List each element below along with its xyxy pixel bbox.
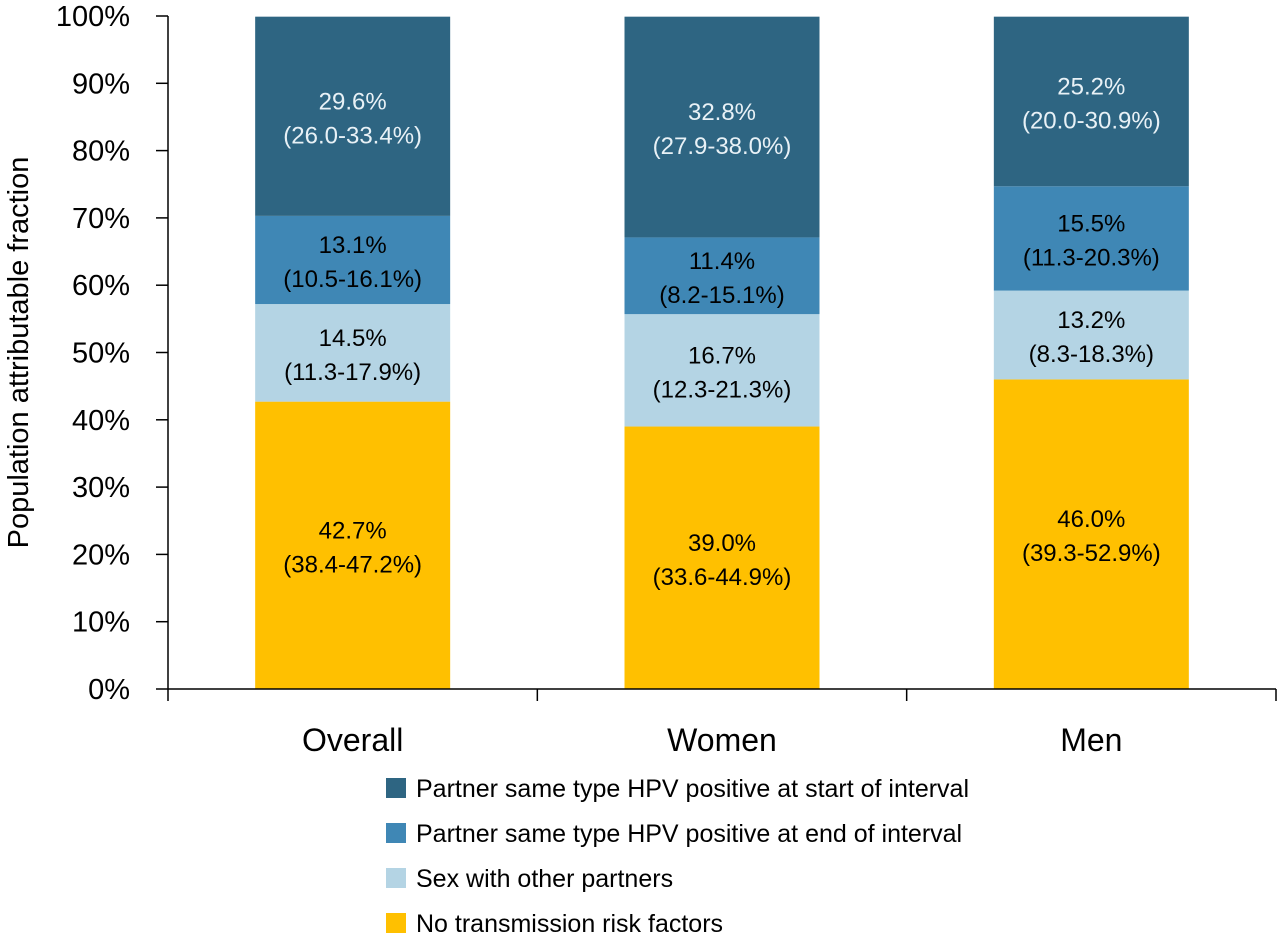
bar-segment bbox=[255, 401, 451, 689]
data-label: 16.7% bbox=[688, 342, 756, 369]
data-label-ci: (27.9-38.0%) bbox=[653, 133, 792, 160]
data-label-ci: (11.3-17.9%) bbox=[284, 359, 421, 386]
y-tick-label: 80% bbox=[72, 136, 130, 168]
legend-entry: No transmission risk factors bbox=[416, 910, 723, 936]
bar-segment bbox=[993, 186, 1189, 291]
data-label: 25.2% bbox=[1057, 73, 1125, 100]
data-label-ci: (38.4-47.2%) bbox=[283, 551, 422, 578]
y-tick-label: 90% bbox=[72, 68, 130, 100]
data-label: 11.4% bbox=[689, 248, 755, 275]
data-label-ci: (8.2-15.1%) bbox=[659, 282, 784, 309]
bar-segment bbox=[624, 426, 820, 689]
y-tick-label: 10% bbox=[72, 607, 130, 639]
y-tick-label: 100% bbox=[56, 1, 130, 33]
x-tick-label: Overall bbox=[302, 722, 403, 758]
legend-swatch bbox=[386, 778, 406, 798]
data-label: 13.1% bbox=[319, 232, 387, 259]
data-label: 29.6% bbox=[319, 88, 387, 115]
bar-segment bbox=[993, 16, 1189, 187]
x-tick-label: Women bbox=[667, 722, 777, 758]
x-tick-label: Men bbox=[1060, 722, 1122, 758]
data-label-ci: (20.0-30.9%) bbox=[1022, 107, 1161, 134]
data-label: 46.0% bbox=[1057, 506, 1125, 533]
legend-swatch bbox=[386, 868, 406, 888]
y-tick-label: 70% bbox=[72, 203, 130, 235]
bar-segment bbox=[993, 290, 1189, 380]
legend-entry: Partner same type HPV positive at start … bbox=[416, 775, 969, 803]
data-label-ci: (26.0-33.4%) bbox=[283, 122, 422, 149]
y-tick-label: 40% bbox=[72, 405, 130, 437]
bar-segment bbox=[624, 16, 820, 238]
y-axis-label: Population attributable fraction bbox=[3, 157, 35, 549]
y-tick-label: 30% bbox=[72, 472, 130, 504]
data-label: 13.2% bbox=[1057, 307, 1125, 334]
data-label-ci: (33.6-44.9%) bbox=[653, 564, 792, 591]
legend-entry: Partner same type HPV positive at end of… bbox=[416, 820, 962, 848]
data-label: 42.7% bbox=[319, 517, 387, 544]
data-label-ci: (10.5-16.1%) bbox=[283, 266, 422, 293]
y-tick-label: 60% bbox=[72, 270, 130, 302]
y-tick-label: 0% bbox=[88, 674, 130, 706]
data-label-ci: (8.3-18.3%) bbox=[1029, 341, 1154, 368]
data-label: 15.5% bbox=[1057, 210, 1125, 237]
bar-segment bbox=[624, 237, 820, 315]
data-label-ci: (39.3-52.9%) bbox=[1022, 540, 1161, 567]
data-label: 14.5% bbox=[319, 325, 387, 352]
legend-swatch bbox=[386, 913, 406, 933]
bar-segment bbox=[255, 304, 451, 402]
legend-entry: Sex with other partners bbox=[416, 865, 673, 893]
bar-segment bbox=[993, 379, 1189, 689]
data-label-ci: (12.3-21.3%) bbox=[653, 376, 792, 403]
y-tick-label: 20% bbox=[72, 539, 130, 571]
data-label-ci: (11.3-20.3%) bbox=[1023, 244, 1160, 271]
bar-segment bbox=[624, 314, 820, 427]
bar-segment bbox=[255, 215, 451, 305]
data-label: 32.8% bbox=[688, 99, 756, 126]
legend-swatch bbox=[386, 823, 406, 843]
y-tick-label: 50% bbox=[72, 338, 130, 370]
bar-segment bbox=[255, 16, 451, 216]
data-label: 39.0% bbox=[688, 530, 756, 557]
